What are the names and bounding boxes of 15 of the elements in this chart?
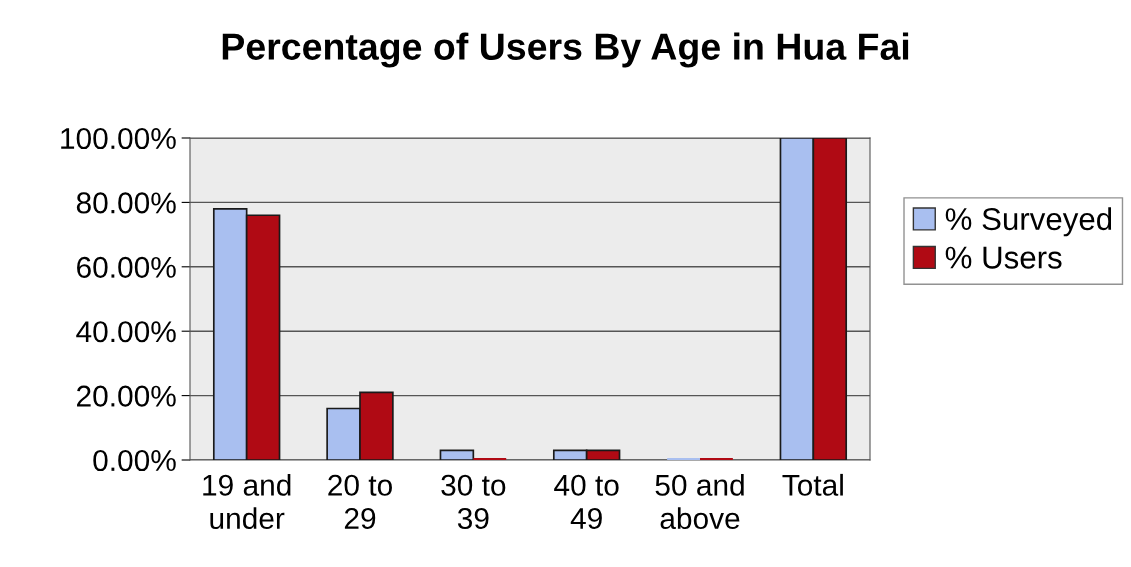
chart-title: Percentage of Users By Age in Hua Fai	[222, 32, 909, 68]
x-tick-label: 40 to 49	[554, 474, 619, 530]
legend-label: % Surveyed	[945, 207, 1112, 237]
y-tick-label: 80.00%	[76, 192, 176, 214]
x-tick-label: 30 to 39	[441, 474, 506, 530]
y-tick-label: 20.00%	[77, 385, 176, 407]
x-tick-label: 20 to 29	[328, 474, 392, 530]
legend-label: % Users	[945, 246, 1062, 269]
x-tick-label: 50 and above	[655, 473, 744, 530]
y-tick-label: 100.00%	[61, 127, 176, 150]
y-tick-label: 40.00%	[76, 321, 176, 343]
y-tick-label: 60.00%	[77, 256, 176, 278]
x-tick-label: 19 and under	[203, 473, 291, 530]
y-tick-label: 0.00%	[93, 449, 176, 472]
x-tick-label: Total	[782, 473, 843, 496]
